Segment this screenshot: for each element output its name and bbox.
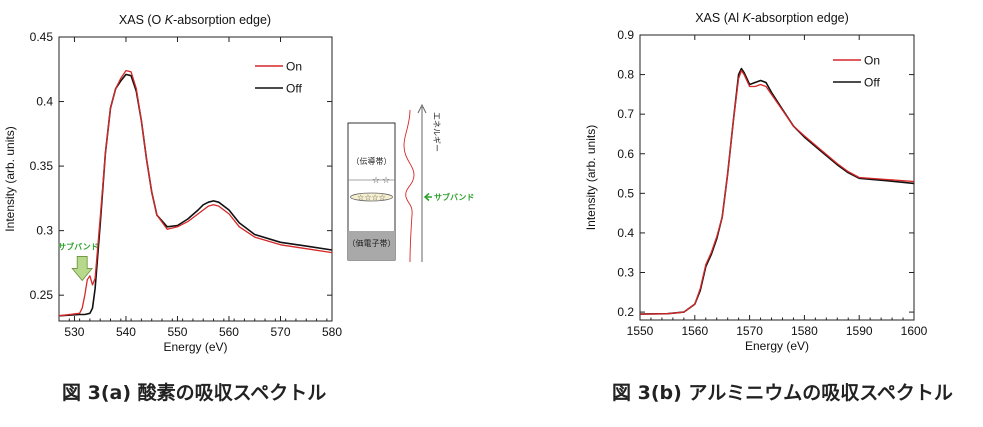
y-tick-label: 0.9	[617, 28, 634, 42]
y-tick-label: 0.6	[617, 147, 634, 161]
x-tick-label: 550	[167, 325, 187, 339]
conduction-band-label: （伝導帯）	[352, 156, 392, 166]
subband-pointer-label: サブバンド	[434, 192, 474, 202]
oxygen-xas-chart: XAS (O K-absorption edge) 530 540 550 560 570…	[3, 13, 342, 354]
aluminum-xas-chart: XAS (Al K-absorption edge) 1550 1560 1570 15…	[584, 11, 928, 353]
x-tick-label: 560	[219, 325, 239, 339]
subband-level	[350, 192, 393, 202]
chart-title-prefix: XAS (O	[119, 13, 165, 27]
chart-title: XAS (O K-absorption edge)	[119, 13, 271, 27]
chart-title-suffix: -absorption edge)	[751, 11, 849, 25]
y-tick-label: 0.2	[617, 305, 634, 319]
x-tick-label: 1560	[681, 324, 708, 338]
x-axis-label: Energy (eV)	[163, 340, 227, 354]
series-line-on	[639, 69, 915, 315]
legend-label-off: Off	[286, 82, 302, 96]
y-tick-label: 0.7	[617, 107, 634, 121]
caption-right: 図 3(b) アルミニウムの吸収スペクトル	[612, 382, 953, 404]
defect-star-2: ☆	[382, 176, 390, 186]
series-line-on	[58, 69, 333, 317]
x-axis-label: Energy (eV)	[745, 339, 809, 353]
x-tick-label: 540	[116, 325, 136, 339]
x-tick-label: 530	[64, 325, 84, 339]
energy-axis-arrowhead	[417, 103, 427, 114]
valence-band-fill	[348, 231, 395, 260]
legend-label-off: Off	[864, 76, 880, 90]
x-tick-label: 1570	[736, 324, 763, 338]
x-tick-label: 570	[270, 325, 290, 339]
x-tick-label: 1600	[901, 324, 928, 338]
valence-band-label: （価電子帯）	[348, 238, 396, 248]
y-tick-label: 0.4	[617, 226, 634, 240]
y-tick-label: 0.3	[36, 224, 53, 238]
chart-title-italic: K	[742, 11, 751, 25]
subband-arrow-icon	[71, 256, 94, 282]
y-tick-label: 0.3	[617, 266, 634, 280]
chart-title: XAS (Al K-absorption edge)	[695, 11, 849, 25]
x-tick-label: 1580	[791, 324, 818, 338]
y-tick-label: 0.8	[617, 68, 634, 82]
energy-axis-label: エネルギー	[432, 112, 441, 152]
y-axis-label: Intensity (arb. units)	[584, 125, 598, 230]
defect-star-1: ☆	[372, 176, 380, 186]
subband-stars: ☆☆☆☆	[357, 193, 386, 202]
band-diagram: （伝導帯） （価電子帯） ☆ ☆ ☆☆☆☆ エネルギー サブバンド	[347, 103, 474, 263]
y-axis-label: Intensity (arb. units)	[3, 126, 17, 231]
plot-frame	[58, 36, 333, 322]
legend-label-on: On	[286, 60, 302, 74]
series-line-off	[639, 67, 915, 315]
plot-frame	[639, 34, 915, 321]
series-line-off	[58, 73, 333, 317]
chart-title-suffix: -absorption edge)	[173, 13, 271, 27]
y-tick-label: 0.4	[36, 95, 53, 109]
chart-title-prefix: XAS (Al	[695, 11, 742, 25]
y-tick-label: 0.45	[30, 30, 54, 44]
x-tick-label: 1550	[627, 324, 654, 338]
legend-label-on: On	[864, 54, 880, 68]
chart-title-italic: K	[165, 13, 174, 27]
y-tick-label: 0.5	[617, 186, 634, 200]
x-tick-label: 1590	[846, 324, 873, 338]
subband-arrow-icon	[423, 192, 432, 202]
x-tick-label: 580	[322, 325, 342, 339]
subband-annotation-label: サブバンド	[58, 241, 98, 251]
y-tick-label: 0.35	[30, 159, 54, 173]
density-of-states-curve	[403, 109, 415, 263]
caption-left: 図 3(a) 酸素の吸収スペクトル	[62, 382, 327, 404]
y-tick-label: 0.25	[30, 288, 54, 302]
